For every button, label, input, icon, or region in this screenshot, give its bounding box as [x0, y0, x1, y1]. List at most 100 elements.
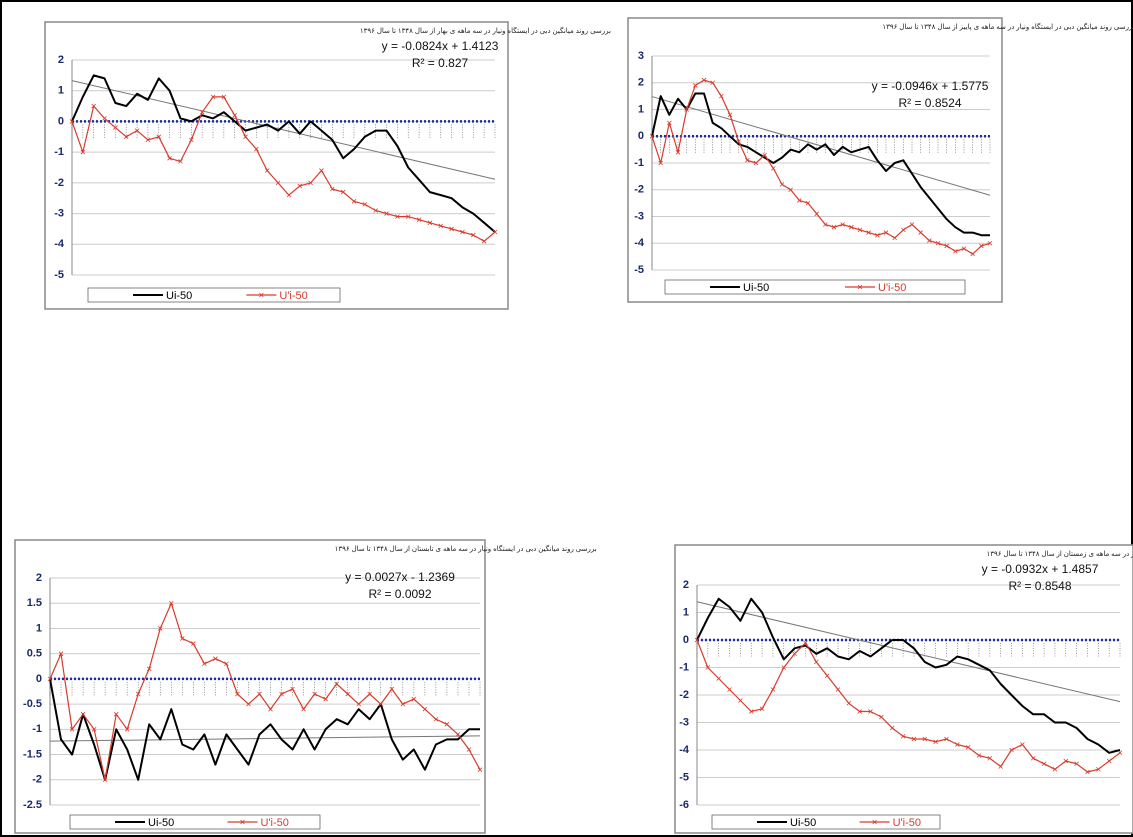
- y-tick-label: -3: [679, 716, 689, 728]
- point-marker: [748, 709, 754, 714]
- y-tick-label: -2: [32, 774, 42, 786]
- point-marker: [1096, 766, 1101, 772]
- point-marker: [909, 222, 915, 227]
- series-line: [696, 597, 1121, 754]
- point-marker: [658, 160, 663, 166]
- point-marker: [970, 251, 975, 257]
- point-marker: [433, 716, 439, 722]
- point-marker: [124, 727, 130, 732]
- y-tick-label: 0: [36, 673, 42, 685]
- r-squared: R² = 0.0092: [368, 587, 431, 601]
- point-marker: [987, 240, 993, 246]
- y-tick-label: -1: [32, 723, 42, 735]
- point-marker: [235, 691, 240, 697]
- point-marker: [189, 137, 194, 143]
- y-tick-label: -4: [679, 744, 690, 756]
- point-marker: [814, 659, 819, 665]
- point-marker: [257, 691, 262, 697]
- chart-title: بررسی روند میانگین دبی در ایستگاه ونیار …: [882, 22, 1133, 31]
- legend-box: [69, 814, 321, 830]
- point-marker: [781, 665, 787, 670]
- point-marker: [823, 222, 828, 227]
- y-tick-label: -4: [634, 237, 645, 249]
- r-squared: R² = 0.827: [412, 56, 469, 70]
- legend-box: [664, 279, 966, 295]
- y-tick-label: 2: [36, 572, 42, 584]
- r-squared: R² = 0.8548: [1008, 579, 1071, 593]
- point-marker: [157, 626, 163, 631]
- point-marker: [1041, 761, 1047, 767]
- chart-box: [14, 539, 486, 834]
- point-marker: [965, 744, 971, 750]
- point-marker: [987, 755, 993, 761]
- point-marker: [922, 736, 928, 742]
- chart-title: بررسی روند میانگین دبی در ایستگاه ونیار …: [360, 26, 611, 35]
- point-marker: [944, 736, 949, 742]
- point-marker: [113, 711, 119, 717]
- y-tick-label: 0: [638, 130, 644, 142]
- point-marker: [477, 767, 483, 772]
- point-marker: [883, 230, 889, 235]
- point-marker: [373, 208, 378, 213]
- legend-marker: [240, 819, 245, 825]
- point-marker: [362, 202, 368, 207]
- y-tick-label: 1: [638, 103, 644, 115]
- point-marker: [879, 714, 884, 720]
- y-tick-label: 3: [638, 50, 644, 62]
- y-tick-label: -4: [54, 238, 65, 250]
- point-marker: [221, 94, 227, 100]
- y-tick-label: 0: [683, 634, 689, 646]
- point-marker: [102, 777, 108, 783]
- legend-box: [711, 814, 941, 830]
- trendline: [696, 601, 1121, 703]
- legend-marker: [857, 284, 863, 290]
- y-tick-label: 2: [638, 77, 644, 89]
- point-marker: [701, 77, 707, 83]
- point-marker: [232, 113, 237, 118]
- point-marker: [134, 128, 140, 133]
- y-tick-label: 2: [58, 54, 64, 66]
- point-marker: [979, 243, 984, 249]
- point-marker: [649, 133, 655, 139]
- y-tick-label: -2: [634, 184, 644, 196]
- point-marker: [705, 665, 711, 670]
- point-marker: [400, 701, 406, 707]
- point-marker: [684, 107, 689, 112]
- point-marker: [835, 687, 841, 692]
- point-marker: [378, 701, 384, 707]
- point-marker: [727, 112, 733, 118]
- point-marker: [771, 166, 776, 171]
- point-marker: [254, 146, 259, 152]
- point-marker: [492, 229, 498, 235]
- r-squared: R² = 0.8524: [898, 96, 961, 110]
- point-marker: [460, 229, 465, 235]
- point-marker: [738, 698, 743, 703]
- point-marker: [80, 149, 86, 155]
- point-marker: [345, 691, 350, 697]
- point-marker: [312, 691, 317, 697]
- legend-label: U'i-50: [279, 290, 307, 302]
- point-marker: [953, 248, 958, 254]
- point-marker: [268, 706, 273, 712]
- legend-marker: [259, 292, 264, 298]
- y-tick-label: -1: [634, 157, 644, 169]
- point-marker: [308, 180, 313, 186]
- y-tick-label: -1: [54, 146, 64, 158]
- point-marker: [69, 727, 75, 732]
- series-line: [651, 92, 990, 237]
- point-marker: [47, 676, 53, 682]
- point-marker: [710, 80, 715, 86]
- point-marker: [224, 661, 229, 667]
- y-tick-label: 0: [58, 115, 64, 127]
- point-marker: [91, 727, 97, 732]
- y-tick-label: -5: [679, 771, 689, 783]
- point-marker: [246, 701, 251, 707]
- point-marker: [892, 235, 897, 241]
- point-marker: [427, 220, 433, 226]
- point-marker: [762, 152, 767, 158]
- point-marker: [301, 706, 306, 712]
- point-marker: [840, 222, 845, 227]
- legend-box: [87, 287, 341, 303]
- point-marker: [759, 706, 765, 712]
